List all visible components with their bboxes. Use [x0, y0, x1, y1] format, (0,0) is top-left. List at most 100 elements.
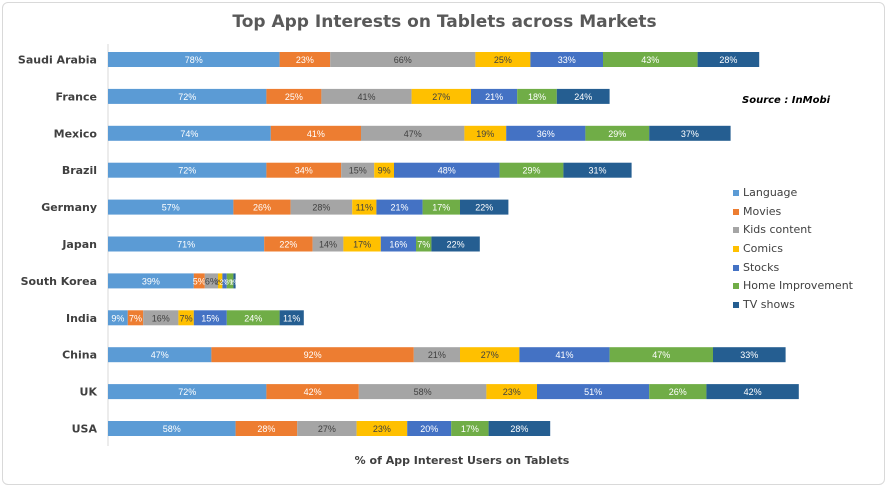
bar-segment	[464, 125, 507, 141]
data-label: 28%	[257, 424, 275, 434]
data-label: 7%	[417, 240, 430, 250]
data-label: 29%	[522, 166, 540, 176]
bar-segment	[706, 384, 799, 400]
bar-segment	[143, 310, 179, 326]
data-label: 57%	[162, 203, 180, 213]
data-label: 20%	[420, 424, 438, 434]
bar-segment	[471, 88, 518, 104]
data-label: 24%	[244, 313, 262, 323]
data-label: 25%	[494, 55, 512, 65]
category-label: Brazil	[62, 164, 97, 177]
bar-segment	[380, 236, 416, 252]
bar-segment	[356, 421, 408, 436]
data-label: 7%	[180, 313, 193, 323]
category-label: UK	[80, 386, 98, 399]
bar-segment	[233, 273, 236, 289]
bar-segment	[519, 347, 610, 363]
bar-segment	[297, 421, 357, 436]
bar-segment	[603, 52, 698, 67]
data-label: 21%	[390, 203, 408, 213]
data-label: 43%	[641, 55, 659, 65]
bar-segment	[266, 162, 342, 178]
bar-segment	[266, 384, 359, 400]
data-label: 23%	[503, 387, 521, 397]
data-label: 71%	[177, 240, 195, 250]
bar-segment	[460, 347, 520, 363]
bar-segment	[279, 310, 304, 326]
legend-item: Movies	[733, 203, 853, 222]
data-label: 37%	[681, 129, 699, 139]
bar-segment	[374, 162, 394, 178]
data-label: 41%	[307, 129, 325, 139]
legend-swatch	[733, 302, 739, 309]
data-label: 42%	[744, 387, 762, 397]
bar-segment	[264, 236, 313, 252]
data-label: 72%	[178, 92, 196, 102]
legend-swatch	[733, 190, 739, 196]
bar-segment	[222, 273, 227, 289]
data-label: 9%	[378, 166, 391, 176]
data-label: 15%	[201, 313, 219, 323]
bar-segment	[178, 310, 194, 326]
legend-item: Kids content	[733, 221, 853, 240]
data-label: 5%	[193, 276, 206, 286]
bar-segment	[343, 236, 381, 252]
data-label: 48%	[438, 166, 456, 176]
data-label: 6%	[205, 276, 218, 286]
data-label: 7%	[129, 313, 142, 323]
data-label: 41%	[357, 92, 375, 102]
x-axis-label: % of App Interest Users on Tablets	[354, 454, 570, 467]
bar-segment	[108, 199, 234, 215]
data-label: 28%	[719, 55, 737, 65]
legend-label: Movies	[743, 204, 782, 218]
data-label: 15%	[349, 166, 367, 176]
legend: Language Movies Kids content Comics Stocks Ho…	[733, 184, 853, 315]
category-label: Mexico	[54, 127, 98, 140]
data-label: 47%	[404, 129, 422, 139]
bar-segment	[394, 162, 500, 178]
bar-segment	[270, 125, 361, 141]
data-label: 11%	[283, 313, 300, 323]
data-label: 78%	[185, 55, 203, 65]
bar-segment	[407, 421, 452, 436]
bar-segment	[226, 273, 234, 289]
bar-segment	[530, 52, 603, 67]
bar-segment	[193, 310, 227, 326]
bar-segment	[499, 162, 564, 178]
data-label: 23%	[296, 55, 314, 65]
category-label: India	[66, 312, 97, 325]
data-label: 22%	[279, 240, 297, 250]
data-label: 51%	[584, 387, 602, 397]
data-label: 27%	[432, 92, 450, 102]
data-label: 72%	[178, 166, 196, 176]
data-label: 41%	[555, 350, 573, 360]
data-label: 2%	[215, 279, 225, 286]
data-label: 24%	[574, 92, 592, 102]
legend-item: Stocks	[733, 259, 853, 278]
bar-segment	[266, 88, 322, 104]
data-label: 25%	[285, 92, 303, 102]
data-label: 17%	[432, 203, 450, 213]
legend-swatch	[733, 283, 739, 290]
bar-segment	[475, 52, 531, 67]
bar-segment	[486, 384, 537, 400]
bar-segment	[416, 236, 432, 252]
bar-segment	[506, 125, 586, 141]
bar-segment	[279, 52, 331, 67]
bar-segment	[108, 52, 280, 67]
data-label: 22%	[475, 203, 493, 213]
legend-swatch	[733, 246, 739, 253]
data-label: 27%	[481, 350, 499, 360]
bar-segment	[361, 125, 465, 141]
category-label: South Korea	[21, 275, 97, 288]
bar-segment	[376, 199, 423, 215]
legend-item: Comics	[733, 240, 853, 259]
data-label: 33%	[740, 350, 758, 360]
bar-segment	[517, 88, 557, 104]
data-label: 66%	[394, 55, 412, 65]
legend-swatch	[733, 227, 739, 234]
bar-segment	[193, 273, 205, 289]
data-label: 3%	[225, 279, 235, 286]
bar-segment	[211, 347, 414, 363]
bar-segment	[218, 273, 223, 289]
